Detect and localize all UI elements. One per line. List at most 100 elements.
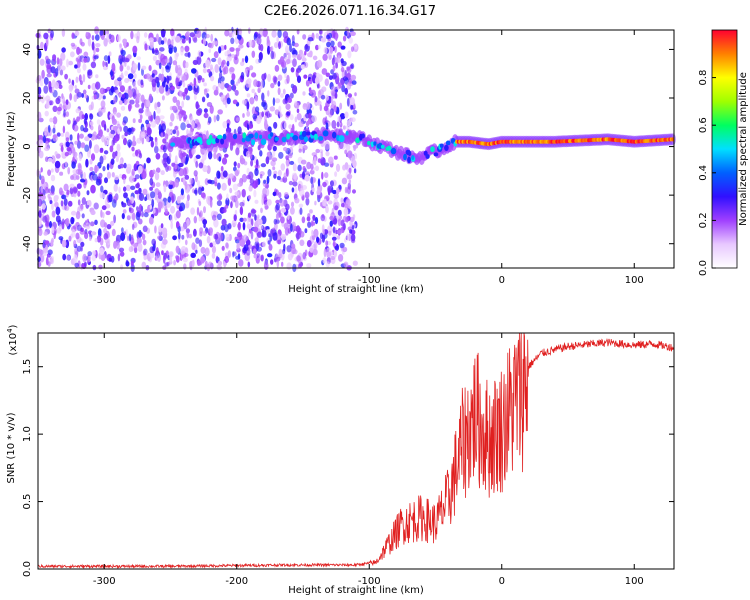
- noise-blob: [92, 250, 97, 256]
- noise-blob: [181, 100, 185, 108]
- noise-blob: [142, 225, 148, 233]
- noise-blob: [156, 107, 161, 114]
- noise-blob: [231, 53, 236, 59]
- noise-blob: [339, 113, 346, 120]
- noise-blob: [175, 245, 180, 254]
- noise-blob: [330, 30, 336, 39]
- noise-blob: [230, 79, 235, 86]
- noise-blob: [242, 234, 248, 242]
- noise-blob: [334, 92, 338, 99]
- noise-blob: [138, 218, 143, 225]
- noise-blob: [271, 30, 277, 38]
- noise-blob: [44, 110, 49, 117]
- noise-blob: [207, 179, 213, 184]
- signal-core: [322, 130, 329, 137]
- noise-blob: [266, 175, 270, 184]
- noise-blob: [261, 92, 265, 102]
- signal-core: [373, 141, 377, 146]
- noise-blob: [65, 217, 70, 227]
- noise-blob: [85, 222, 91, 230]
- signal-core: [370, 141, 374, 148]
- noise-blob: [83, 117, 87, 125]
- noise-blob: [211, 245, 217, 254]
- noise-blob: [63, 198, 68, 207]
- noise-blob: [333, 105, 338, 112]
- noise-blob: [60, 65, 66, 71]
- noise-blob: [182, 93, 186, 101]
- noise-blob: [50, 168, 54, 173]
- noise-blob: [133, 246, 138, 254]
- noise-blob: [172, 96, 178, 103]
- noise-blob: [207, 151, 213, 160]
- noise-blob: [169, 214, 174, 223]
- noise-blob: [217, 109, 223, 115]
- noise-blob: [346, 66, 352, 74]
- noise-blob: [334, 171, 338, 177]
- noise-blob: [167, 88, 171, 95]
- noise-blob: [164, 208, 169, 214]
- noise-blob: [61, 239, 67, 248]
- noise-blob: [140, 94, 145, 103]
- noise-blob: [225, 242, 229, 249]
- noise-blob: [174, 164, 178, 170]
- noise-blob: [68, 235, 72, 242]
- noise-blob: [298, 263, 302, 269]
- noise-blob: [146, 99, 151, 108]
- noise-blob: [267, 90, 270, 97]
- noise-blob: [53, 195, 59, 203]
- noise-blob: [291, 47, 296, 55]
- noise-blob: [47, 249, 53, 255]
- noise-blob: [94, 219, 98, 225]
- noise-blob: [241, 173, 247, 183]
- noise-blob: [148, 216, 154, 225]
- noise-blob: [60, 52, 66, 61]
- noise-blob: [233, 214, 237, 222]
- noise-blob: [229, 173, 234, 179]
- noise-blob: [277, 59, 283, 65]
- noise-blob: [325, 72, 330, 78]
- noise-blob: [225, 233, 231, 242]
- noise-blob: [73, 239, 77, 247]
- noise-blob: [220, 165, 224, 172]
- noise-blob: [325, 205, 329, 214]
- noise-blob: [340, 197, 344, 204]
- noise-blob: [210, 75, 215, 82]
- noise-blob: [74, 30, 80, 36]
- noise-blob: [177, 105, 183, 111]
- noise-blob: [348, 179, 352, 184]
- noise-blob: [100, 100, 106, 108]
- noise-blob: [203, 206, 206, 214]
- noise-blob: [315, 33, 319, 39]
- noise-blob: [96, 235, 102, 243]
- noise-blob: [101, 134, 105, 143]
- noise-blob: [200, 255, 206, 264]
- noise-blob: [203, 88, 208, 96]
- noise-blob: [314, 165, 320, 172]
- noise-blob: [195, 154, 201, 159]
- noise-blob: [58, 84, 63, 90]
- noise-blob: [249, 178, 255, 185]
- noise-blob: [111, 172, 115, 178]
- noise-blob: [117, 151, 121, 158]
- noise-blob: [224, 204, 229, 209]
- signal-core: [251, 139, 256, 146]
- noise-blob: [196, 180, 201, 187]
- noise-blob: [288, 124, 293, 130]
- noise-blob: [121, 174, 127, 180]
- noise-blob: [332, 189, 337, 195]
- noise-blob: [213, 152, 217, 160]
- noise-blob: [106, 224, 112, 230]
- noise-blob: [344, 186, 348, 194]
- noise-blob: [267, 240, 271, 245]
- noise-blob: [90, 210, 96, 216]
- noise-blob: [316, 100, 322, 106]
- noise-blob: [302, 103, 308, 110]
- noise-blob: [52, 127, 56, 134]
- noise-blob: [285, 159, 289, 168]
- noise-blob: [152, 55, 157, 62]
- noise-blob: [236, 242, 240, 251]
- noise-blob: [38, 150, 44, 159]
- noise-blob: [110, 129, 116, 135]
- noise-blob: [245, 150, 251, 158]
- noise-blob: [209, 199, 213, 208]
